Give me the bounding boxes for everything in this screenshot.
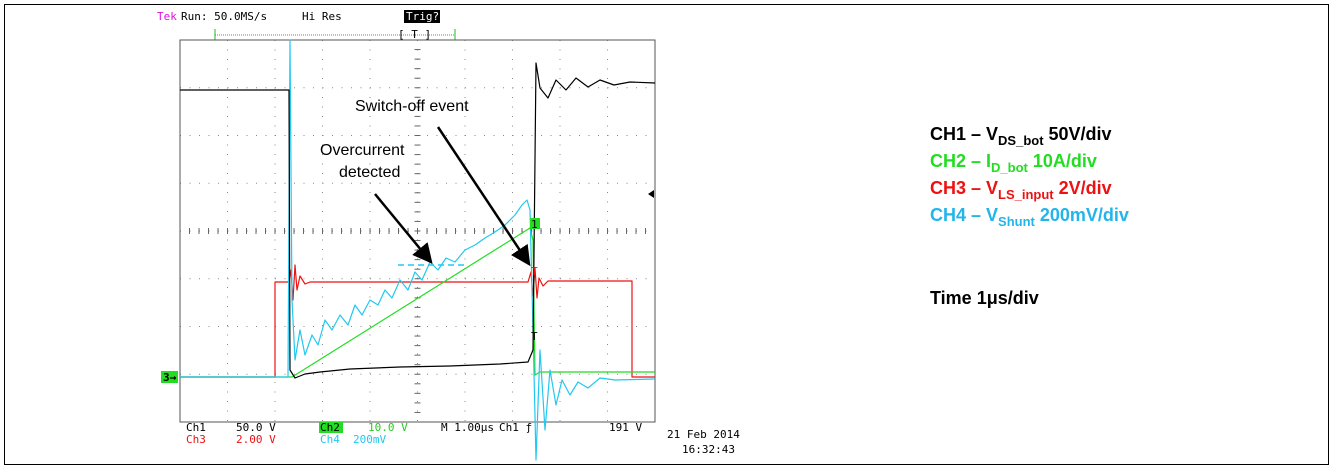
mode-label: Hi Res bbox=[302, 10, 342, 23]
svg-text:[ T ]: [ T ] bbox=[398, 28, 431, 41]
legend-prefix: CH3 – V bbox=[930, 178, 998, 198]
ch4-label: Ch4 bbox=[320, 433, 340, 446]
timebase: M 1.00µs bbox=[441, 421, 494, 434]
trig-label: Trig? bbox=[406, 10, 439, 23]
ch3-label: Ch3 bbox=[186, 433, 206, 446]
frame bbox=[5, 5, 1329, 465]
trigger-level: 191 V bbox=[609, 421, 642, 434]
legend-subscript: LS_input bbox=[998, 187, 1054, 202]
svg-text:1: 1 bbox=[531, 218, 538, 231]
timebase-note: Time 1μs/div bbox=[930, 288, 1039, 308]
ch3-scale: 2.00 V bbox=[236, 433, 276, 446]
ch4-scale: 200mV bbox=[353, 433, 386, 446]
legend-subscript: D_bot bbox=[991, 160, 1029, 175]
tek-label: Tek bbox=[157, 10, 177, 23]
legend-subscript: Shunt bbox=[998, 214, 1035, 229]
svg-text:3→: 3→ bbox=[163, 371, 177, 384]
switch-off-label: Switch-off event bbox=[355, 98, 469, 115]
svg-text:T: T bbox=[531, 330, 538, 343]
run-label: Run: 50.0MS/s bbox=[181, 10, 267, 23]
time: 16:32:43 bbox=[682, 443, 735, 456]
legend-prefix: CH2 – I bbox=[930, 151, 991, 171]
legend-scale: 10A/div bbox=[1033, 151, 1097, 171]
legend-subscript: DS_bot bbox=[998, 133, 1044, 148]
trigger-source: Ch1 ƒ bbox=[499, 421, 532, 434]
page: Tek Run: 50.0MS/s Hi Res Trig? [ T ] 3→ … bbox=[0, 0, 1333, 469]
legend-prefix: CH1 – V bbox=[930, 124, 998, 144]
legend-scale: 200mV/div bbox=[1040, 205, 1129, 225]
overcurrent-label: Overcurrent bbox=[320, 142, 405, 159]
date: 21 Feb 2014 bbox=[667, 428, 740, 441]
svg-text:T: T bbox=[531, 265, 538, 278]
legend-scale: 2V/div bbox=[1059, 178, 1112, 198]
legend-scale: 50V/div bbox=[1049, 124, 1112, 144]
overcurrent-label: detected bbox=[339, 164, 400, 181]
legend-prefix: CH4 – V bbox=[930, 205, 998, 225]
